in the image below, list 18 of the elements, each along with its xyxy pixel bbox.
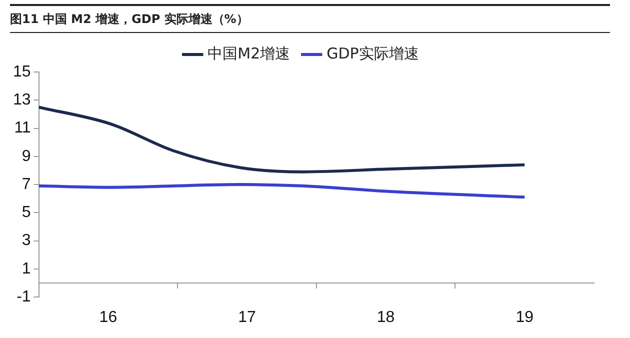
y-tick-label: 9 (22, 148, 31, 165)
y-tick-label: 15 (13, 63, 31, 80)
legend-label: GDP实际增速 (326, 44, 419, 62)
legend-label: 中国M2增速 (208, 44, 290, 62)
y-tick-label: 13 (13, 92, 31, 109)
y-tick-label: 7 (22, 176, 31, 193)
chart-title: 图11 中国 M2 增速，GDP 实际增速（%） (10, 4, 610, 33)
x-tick-label: 18 (376, 308, 395, 326)
line-series (38, 183, 526, 199)
y-tick-label: 1 (22, 260, 31, 278)
y-tick-label: -1 (16, 288, 31, 306)
x-tick-label: 16 (99, 308, 118, 326)
x-tick-label: 17 (238, 308, 256, 326)
y-tick-label: 3 (22, 232, 31, 250)
line-series (38, 106, 526, 174)
x-tick-label: 19 (516, 308, 534, 326)
y-tick-label: 5 (22, 204, 31, 222)
y-tick-label: 11 (14, 120, 31, 137)
